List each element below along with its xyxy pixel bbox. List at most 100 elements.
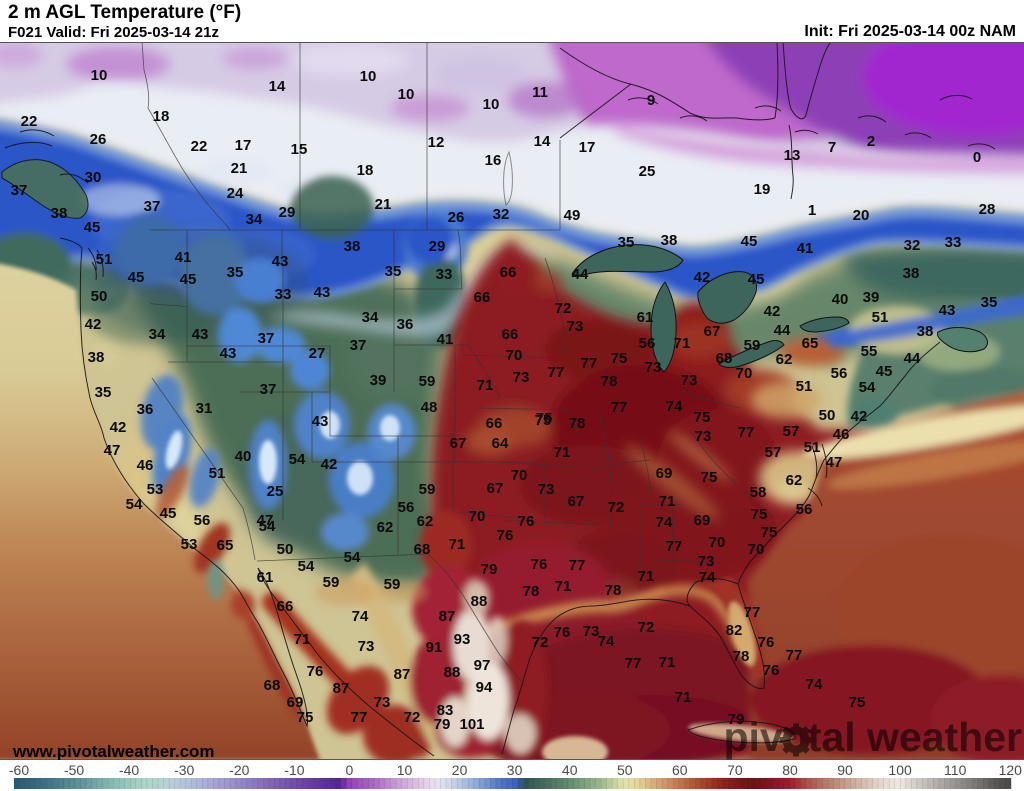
svg-text:74: 74 xyxy=(598,633,615,650)
svg-text:70: 70 xyxy=(727,762,743,778)
svg-text:78: 78 xyxy=(523,583,540,600)
svg-text:35: 35 xyxy=(385,263,402,280)
svg-text:54: 54 xyxy=(289,451,306,468)
svg-text:74: 74 xyxy=(806,676,823,693)
svg-text:77: 77 xyxy=(738,424,755,441)
svg-text:77: 77 xyxy=(744,604,761,621)
svg-text:20: 20 xyxy=(853,207,870,224)
svg-text:0: 0 xyxy=(346,762,354,778)
svg-text:10: 10 xyxy=(397,762,413,778)
svg-text:100: 100 xyxy=(888,762,912,778)
svg-text:79: 79 xyxy=(728,711,745,728)
svg-text:35: 35 xyxy=(227,264,244,281)
svg-text:19: 19 xyxy=(754,181,771,198)
svg-text:70: 70 xyxy=(736,365,753,382)
svg-text:78: 78 xyxy=(601,373,618,390)
svg-text:62: 62 xyxy=(776,351,793,368)
svg-text:34: 34 xyxy=(246,211,263,228)
svg-text:37: 37 xyxy=(11,182,28,199)
svg-text:38: 38 xyxy=(903,265,920,282)
svg-text:9: 9 xyxy=(647,92,655,109)
svg-text:66: 66 xyxy=(474,289,491,306)
svg-text:30: 30 xyxy=(507,762,523,778)
svg-text:-60: -60 xyxy=(9,762,29,778)
svg-text:-50: -50 xyxy=(64,762,84,778)
svg-text:73: 73 xyxy=(645,359,662,376)
svg-text:41: 41 xyxy=(437,331,454,348)
svg-text:50: 50 xyxy=(91,288,108,305)
svg-text:18: 18 xyxy=(357,162,374,179)
svg-text:77: 77 xyxy=(611,399,628,416)
svg-text:34: 34 xyxy=(149,326,166,343)
svg-text:93: 93 xyxy=(454,631,471,648)
svg-text:78: 78 xyxy=(569,415,586,432)
svg-text:69: 69 xyxy=(694,512,711,529)
svg-text:45: 45 xyxy=(180,271,197,288)
svg-text:67: 67 xyxy=(704,323,721,340)
svg-text:33: 33 xyxy=(436,266,453,283)
svg-text:75: 75 xyxy=(297,709,314,726)
svg-text:78: 78 xyxy=(733,648,750,665)
svg-text:38: 38 xyxy=(917,323,934,340)
svg-text:35: 35 xyxy=(981,294,998,311)
svg-text:10: 10 xyxy=(398,86,415,103)
svg-text:38: 38 xyxy=(661,232,678,249)
svg-text:14: 14 xyxy=(534,133,551,150)
svg-text:47: 47 xyxy=(826,454,843,471)
svg-text:45: 45 xyxy=(741,233,758,250)
svg-text:10: 10 xyxy=(483,96,500,113)
svg-text:57: 57 xyxy=(765,444,782,461)
svg-text:42: 42 xyxy=(110,419,127,436)
svg-text:120: 120 xyxy=(999,762,1023,778)
svg-text:31: 31 xyxy=(196,400,213,417)
svg-text:50: 50 xyxy=(617,762,633,778)
svg-text:90: 90 xyxy=(837,762,853,778)
svg-text:22: 22 xyxy=(21,113,38,130)
svg-text:41: 41 xyxy=(797,240,814,257)
svg-text:39: 39 xyxy=(370,372,387,389)
svg-text:30: 30 xyxy=(85,169,102,186)
svg-text:66: 66 xyxy=(486,415,503,432)
svg-text:43: 43 xyxy=(192,326,209,343)
svg-text:33: 33 xyxy=(945,234,962,251)
svg-text:79: 79 xyxy=(481,561,498,578)
svg-text:42: 42 xyxy=(851,408,868,425)
svg-text:76: 76 xyxy=(497,527,514,544)
svg-text:73: 73 xyxy=(681,372,698,389)
svg-text:43: 43 xyxy=(220,345,237,362)
svg-text:14: 14 xyxy=(269,78,286,95)
svg-text:74: 74 xyxy=(656,514,673,531)
svg-text:37: 37 xyxy=(350,337,367,354)
svg-text:62: 62 xyxy=(786,472,803,489)
svg-text:42: 42 xyxy=(694,269,711,286)
svg-text:59: 59 xyxy=(384,576,401,593)
svg-text:39: 39 xyxy=(863,289,880,306)
svg-text:77: 77 xyxy=(786,647,803,664)
svg-text:45: 45 xyxy=(84,219,101,236)
svg-text:76: 76 xyxy=(531,556,548,573)
svg-text:75: 75 xyxy=(694,409,711,426)
svg-text:51: 51 xyxy=(804,439,821,456)
svg-text:70: 70 xyxy=(748,541,765,558)
svg-text:59: 59 xyxy=(419,373,436,390)
svg-text:73: 73 xyxy=(513,369,530,386)
svg-text:55: 55 xyxy=(861,343,878,360)
svg-text:68: 68 xyxy=(264,677,281,694)
svg-text:36: 36 xyxy=(397,316,414,333)
svg-text:40: 40 xyxy=(832,291,849,308)
svg-text:10: 10 xyxy=(360,68,377,85)
svg-text:13: 13 xyxy=(784,147,801,164)
svg-text:71: 71 xyxy=(294,631,311,648)
svg-text:67: 67 xyxy=(487,480,504,497)
svg-text:32: 32 xyxy=(904,237,921,254)
svg-text:83: 83 xyxy=(437,702,454,719)
svg-text:44: 44 xyxy=(904,350,921,367)
svg-text:56: 56 xyxy=(796,501,813,518)
svg-text:77: 77 xyxy=(351,709,368,726)
svg-text:43: 43 xyxy=(939,302,956,319)
svg-text:38: 38 xyxy=(51,205,68,222)
svg-text:73: 73 xyxy=(538,481,555,498)
svg-text:57: 57 xyxy=(783,423,800,440)
svg-text:76: 76 xyxy=(758,634,775,651)
svg-text:73: 73 xyxy=(358,638,375,655)
